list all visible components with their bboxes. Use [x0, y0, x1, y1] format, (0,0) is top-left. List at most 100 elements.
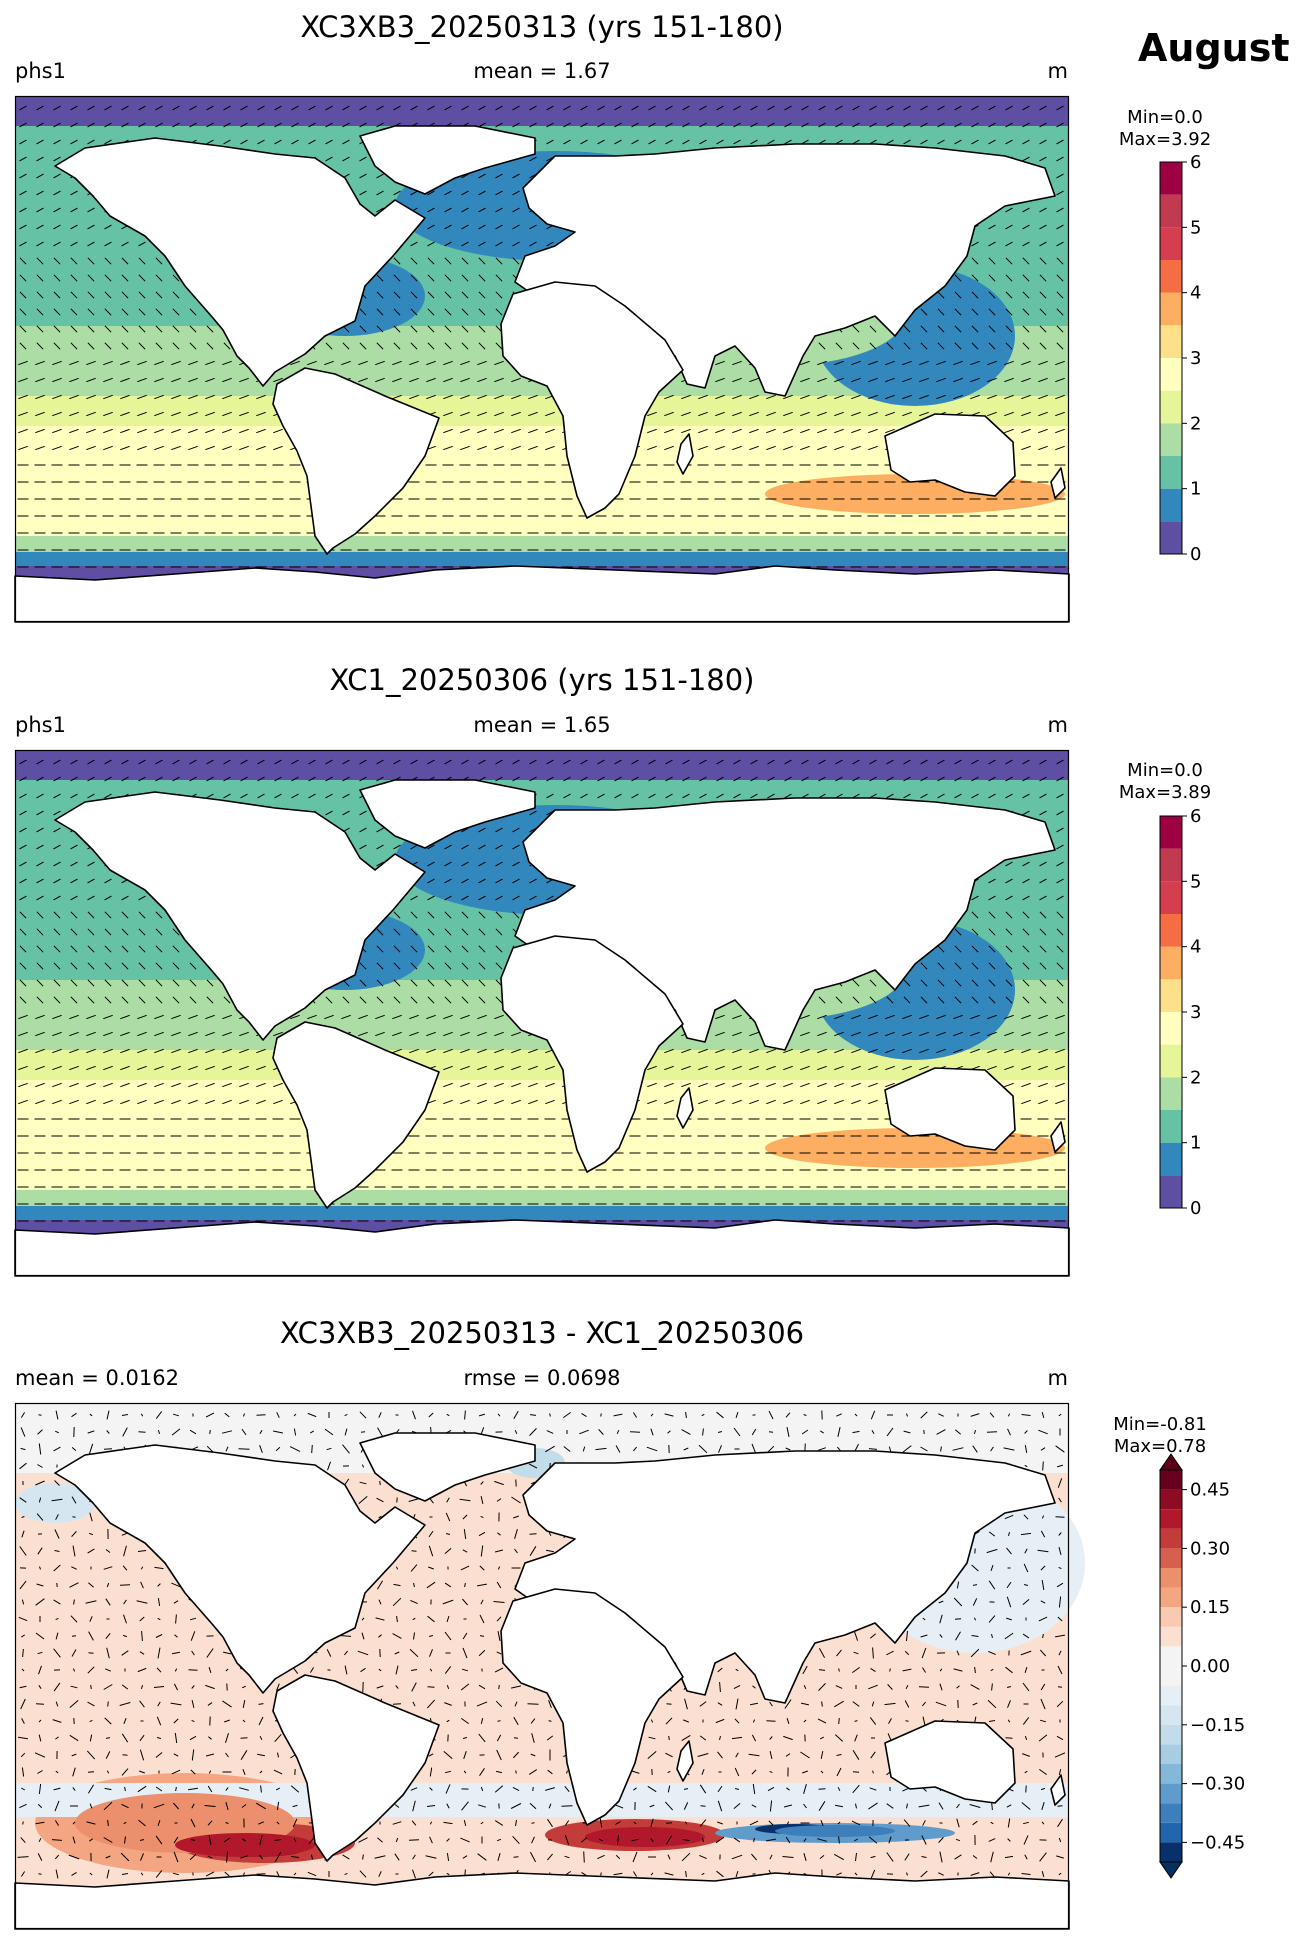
quiver-arrow [1005, 776, 1013, 782]
quiver-arrow [972, 1445, 978, 1453]
quiver-arrow [445, 1512, 451, 1522]
quiver-arrow [358, 1496, 368, 1504]
quiver-arrow [325, 759, 333, 765]
quiver-arrow [463, 1770, 467, 1774]
quiver-arrow [1056, 291, 1064, 299]
quiver-arrow [157, 1598, 161, 1606]
quiver-arrow [698, 394, 708, 400]
quiver-arrow [919, 1031, 929, 1037]
quiver-arrow [631, 122, 639, 128]
quiver-arrow [783, 445, 793, 451]
quiver-arrow [971, 911, 979, 919]
quiver-arrow [190, 1769, 196, 1775]
quiver-arrow [446, 1615, 450, 1623]
quiver-arrow [683, 1447, 689, 1451]
quiver-arrow [70, 139, 78, 145]
quiver-arrow [378, 1599, 382, 1605]
quiver-arrow [18, 1736, 28, 1740]
quiver-arrow [342, 1444, 350, 1454]
quiver-arrow [749, 1031, 759, 1037]
quiver-arrow [546, 122, 554, 128]
quiver-arrow [530, 1753, 536, 1757]
quiver-arrow [869, 979, 877, 987]
quiver-arrow [954, 308, 962, 316]
quiver-arrow [138, 759, 146, 765]
quiver-arrow [529, 105, 537, 111]
quiver-arrow [970, 1648, 980, 1658]
quiver-arrow [478, 759, 486, 765]
panel-3-rmse-label: rmse = 0.0698 [463, 1366, 621, 1390]
quiver-arrow [240, 105, 248, 111]
quiver-arrow [225, 1733, 229, 1743]
quiver-arrow [69, 428, 79, 434]
quiver-arrow [154, 360, 164, 366]
quiver-arrow [938, 1413, 944, 1417]
quiver-arrow [360, 1431, 366, 1433]
field-patch [775, 1825, 895, 1837]
quiver-arrow [1039, 156, 1047, 162]
quiver-arrow [86, 428, 96, 434]
quiver-arrow [122, 1565, 128, 1571]
quiver-arrow [70, 759, 78, 765]
quiver-arrow [529, 224, 537, 230]
quiver-arrow [69, 1700, 79, 1708]
quiver-arrow [988, 105, 996, 111]
quiver-arrow [18, 360, 28, 366]
quiver-arrow [493, 1601, 505, 1603]
quiver-arrow [988, 1615, 996, 1623]
quiver-arrow [851, 445, 861, 451]
quiver-arrow [19, 844, 27, 850]
quiver-arrow [427, 928, 435, 936]
quiver-arrow [138, 342, 146, 350]
quiver-arrow [240, 1737, 248, 1739]
quiver-arrow [647, 1099, 657, 1105]
quiver-arrow [478, 224, 486, 230]
quiver-arrow [732, 1031, 742, 1037]
quiver-arrow [19, 207, 27, 213]
quiver-arrow [429, 1668, 433, 1672]
quiver-arrow [103, 1031, 113, 1037]
quiver-arrow [205, 1014, 215, 1020]
quiver-arrow [512, 776, 520, 782]
quiver-arrow [650, 1413, 654, 1417]
quiver-arrow [171, 1014, 181, 1020]
quiver-arrow [1040, 1447, 1046, 1451]
panel-2-colorbar-min: Min=0.0 [1127, 760, 1203, 781]
quiver-arrow [767, 776, 775, 782]
quiver-arrow [375, 377, 385, 383]
quiver-arrow [188, 1048, 198, 1054]
quiver-arrow [137, 377, 147, 383]
quiver-arrow [920, 342, 928, 350]
quiver-arrow [444, 224, 452, 230]
quiver-arrow [1038, 1065, 1048, 1071]
quiver-arrow [461, 759, 469, 765]
quiver-arrow [769, 1770, 773, 1774]
quiver-arrow [55, 1617, 59, 1621]
quiver-arrow [937, 105, 945, 111]
quiver-arrow [376, 996, 384, 1004]
quiver-arrow [1056, 257, 1064, 265]
quiver-arrow [293, 1413, 297, 1417]
quiver-arrow [52, 360, 62, 366]
quiver-arrow [480, 1599, 484, 1605]
quiver-arrow [732, 445, 742, 451]
quiver-arrow [529, 810, 537, 816]
quiver-arrow [1022, 1753, 1030, 1757]
quiver-arrow [464, 1582, 466, 1588]
quiver-arrow [70, 979, 78, 987]
quiver-arrow [429, 1649, 433, 1657]
quiver-arrow [495, 776, 503, 782]
quiver-arrow [717, 1702, 723, 1706]
quiver-arrow [53, 224, 61, 230]
quiver-arrow [1022, 274, 1030, 282]
quiver-arrow [988, 139, 996, 145]
colorbar-swatch [1160, 325, 1182, 358]
quiver-arrow [868, 411, 878, 417]
quiver-arrow [868, 1099, 878, 1105]
colorbar-tick-label: 2 [1190, 413, 1201, 434]
sea-ice-edge [15, 96, 1069, 100]
quiver-arrow [954, 325, 962, 333]
quiver-arrow [1022, 342, 1030, 350]
quiver-arrow [36, 224, 44, 230]
quiver-arrow [140, 1566, 144, 1570]
